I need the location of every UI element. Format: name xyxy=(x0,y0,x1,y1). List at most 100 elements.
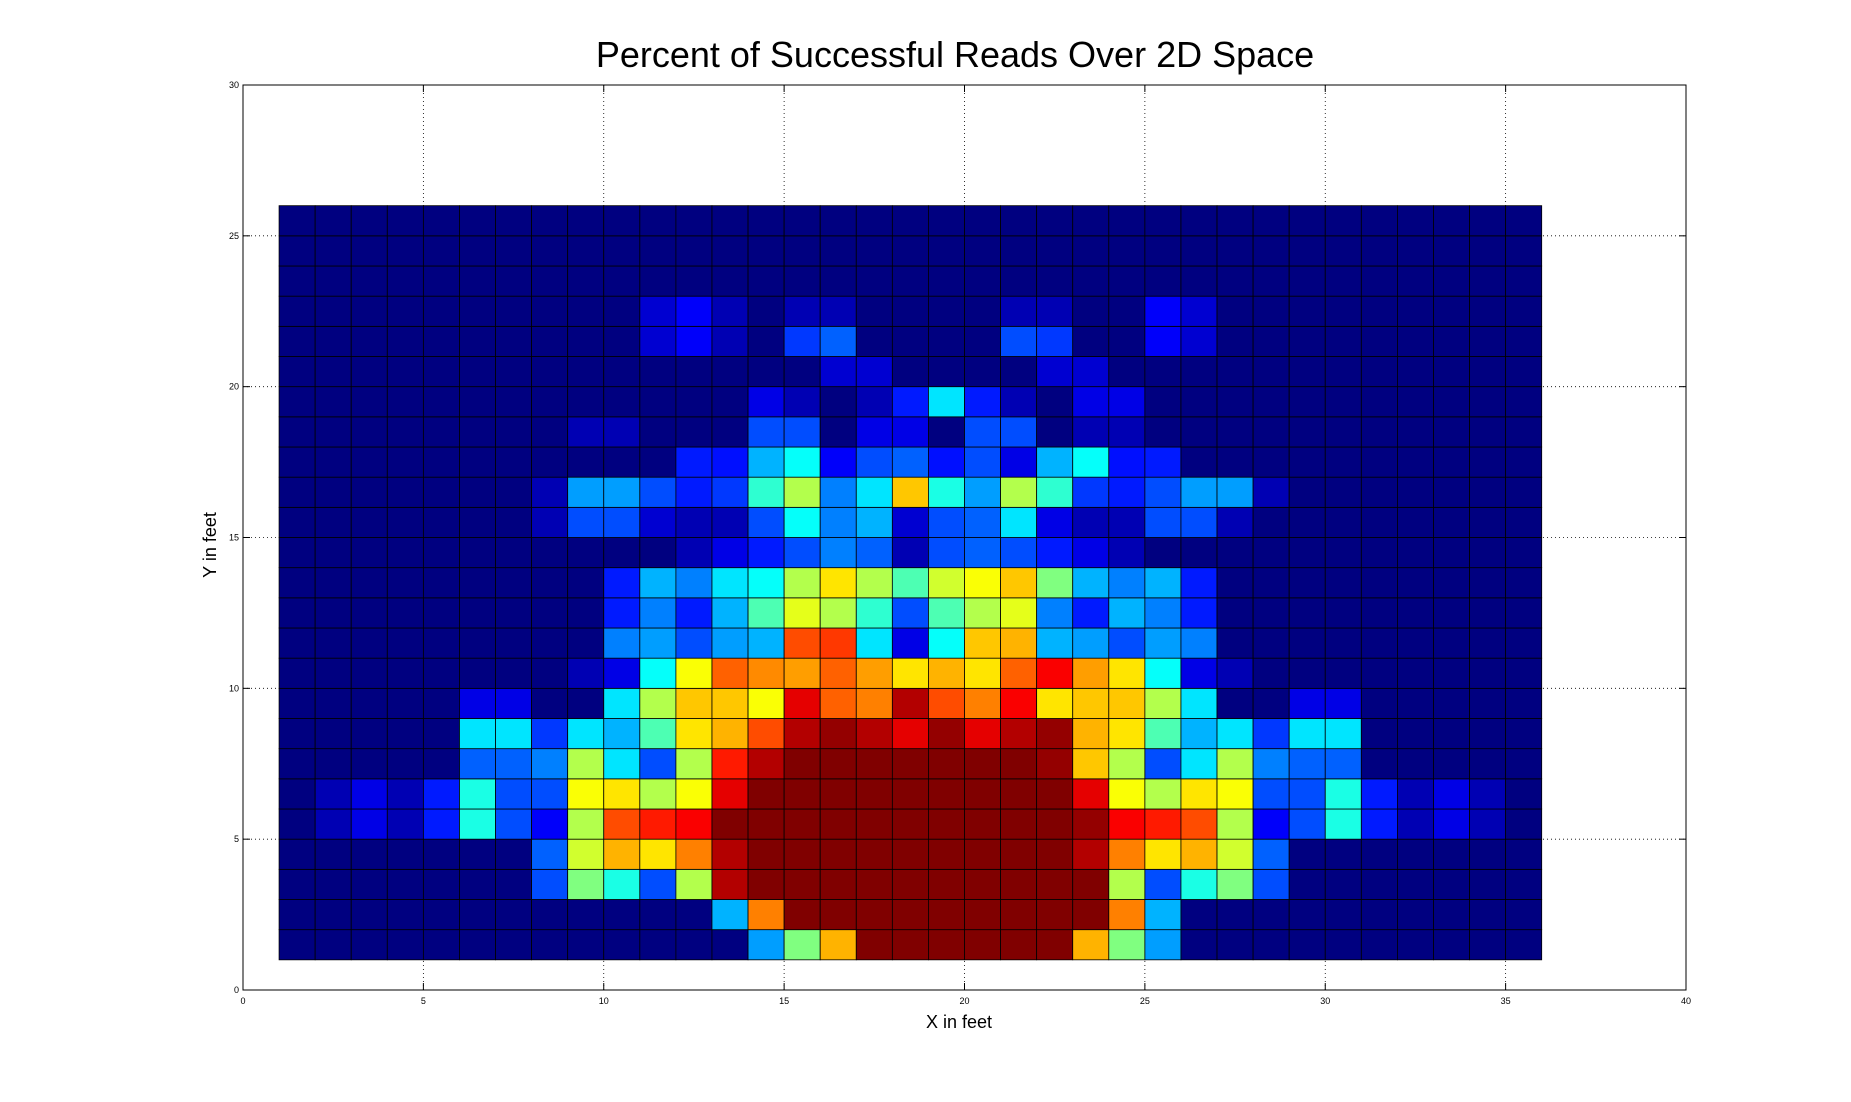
heatmap-cell xyxy=(747,295,785,327)
heatmap-cell xyxy=(783,657,821,689)
heatmap-cell xyxy=(1505,597,1543,629)
heatmap-cell xyxy=(1360,356,1398,388)
heatmap-cell xyxy=(531,838,569,870)
heatmap-cell xyxy=(1000,778,1038,810)
heatmap-cell xyxy=(1144,597,1182,629)
heatmap-cell xyxy=(386,929,424,961)
heatmap-cell xyxy=(891,325,929,357)
heatmap-cell xyxy=(603,537,641,569)
heatmap-cell xyxy=(495,265,532,297)
heatmap-cell xyxy=(531,265,569,297)
heatmap-cell xyxy=(1108,235,1146,267)
heatmap-cell xyxy=(350,446,388,478)
heatmap-cell xyxy=(422,325,460,357)
heatmap-cell xyxy=(1288,687,1326,719)
heatmap-cell xyxy=(495,567,532,599)
heatmap-cell xyxy=(1108,597,1146,629)
heatmap-cell xyxy=(1288,627,1326,659)
heatmap-cell xyxy=(1108,506,1146,538)
heatmap-cell xyxy=(1000,657,1038,689)
heatmap-cell xyxy=(495,808,532,840)
heatmap-cell xyxy=(1036,265,1074,297)
heatmap-cell xyxy=(1000,597,1038,629)
heatmap-cell xyxy=(1216,567,1254,599)
heatmap-cell xyxy=(1469,899,1507,931)
heatmap-cell xyxy=(1072,748,1110,780)
heatmap-cell xyxy=(675,778,713,810)
heatmap-cell xyxy=(1144,808,1182,840)
heatmap-cell xyxy=(891,476,929,508)
heatmap-cell xyxy=(639,687,677,719)
heatmap-cell xyxy=(1324,356,1362,388)
heatmap-cell xyxy=(855,295,893,327)
heatmap-cell xyxy=(1180,627,1218,659)
heatmap-cell xyxy=(964,205,1001,237)
heatmap-cell xyxy=(567,808,605,840)
heatmap-cell xyxy=(1433,446,1470,478)
heatmap-cell xyxy=(1144,929,1182,961)
heatmap-cell xyxy=(1144,838,1182,870)
heatmap-cell xyxy=(964,718,1001,750)
heatmap-cell xyxy=(1397,295,1434,327)
heatmap-cell xyxy=(928,567,965,599)
heatmap-cell xyxy=(350,325,388,357)
heatmap-cell xyxy=(1360,597,1398,629)
heatmap-cell xyxy=(964,567,1001,599)
heatmap-cell xyxy=(495,205,532,237)
heatmap-cell xyxy=(1505,265,1543,297)
heatmap-cell xyxy=(1433,657,1470,689)
heatmap-cell xyxy=(1036,205,1074,237)
heatmap-cell xyxy=(1252,537,1290,569)
heatmap-cell xyxy=(639,657,677,689)
y-tick-label: 10 xyxy=(229,683,239,693)
heatmap-cell xyxy=(1288,748,1326,780)
heatmap-cell xyxy=(603,868,641,900)
y-tick-label: 20 xyxy=(229,382,239,392)
heatmap-cell xyxy=(819,597,857,629)
heatmap-cell xyxy=(350,235,388,267)
heatmap-cell xyxy=(459,748,496,780)
heatmap-cell xyxy=(639,446,677,478)
heatmap-cell xyxy=(422,929,460,961)
heatmap-cell xyxy=(1469,205,1507,237)
heatmap-cell xyxy=(1252,657,1290,689)
heatmap-cell xyxy=(1360,899,1398,931)
heatmap-cell xyxy=(1216,386,1254,418)
heatmap-cell xyxy=(891,567,929,599)
heatmap-cell xyxy=(964,416,1001,448)
heatmap-cell xyxy=(928,325,965,357)
heatmap-cell xyxy=(639,597,677,629)
heatmap-cell xyxy=(459,537,496,569)
heatmap-cell xyxy=(891,718,929,750)
heatmap-cell xyxy=(1360,687,1398,719)
heatmap-cell xyxy=(1360,627,1398,659)
heatmap-cell xyxy=(567,356,605,388)
heatmap-cell xyxy=(1397,808,1434,840)
heatmap-cell xyxy=(386,868,424,900)
heatmap-cell xyxy=(783,868,821,900)
heatmap-cell xyxy=(1469,718,1507,750)
heatmap-cell xyxy=(1397,235,1434,267)
heatmap-cell xyxy=(1216,748,1254,780)
heatmap-cell xyxy=(1360,446,1398,478)
heatmap-cell xyxy=(278,597,316,629)
heatmap-cell xyxy=(639,205,677,237)
heatmap-cell xyxy=(711,325,749,357)
heatmap-cell xyxy=(855,627,893,659)
x-tick-label: 25 xyxy=(1140,996,1150,1006)
heatmap-cell xyxy=(783,235,821,267)
heatmap-cell xyxy=(1360,778,1398,810)
heatmap-cell xyxy=(639,899,677,931)
heatmap-cell xyxy=(1397,446,1434,478)
heatmap-cell xyxy=(495,899,532,931)
heatmap-cell xyxy=(1216,325,1254,357)
heatmap-cell xyxy=(350,597,388,629)
heatmap-cell xyxy=(314,325,352,357)
heatmap-cell xyxy=(1036,446,1074,478)
heatmap-cell xyxy=(386,808,424,840)
heatmap-cell xyxy=(1469,808,1507,840)
heatmap-cell xyxy=(819,748,857,780)
heatmap-cell xyxy=(711,868,749,900)
heatmap-cell xyxy=(422,295,460,327)
heatmap-cell xyxy=(639,838,677,870)
